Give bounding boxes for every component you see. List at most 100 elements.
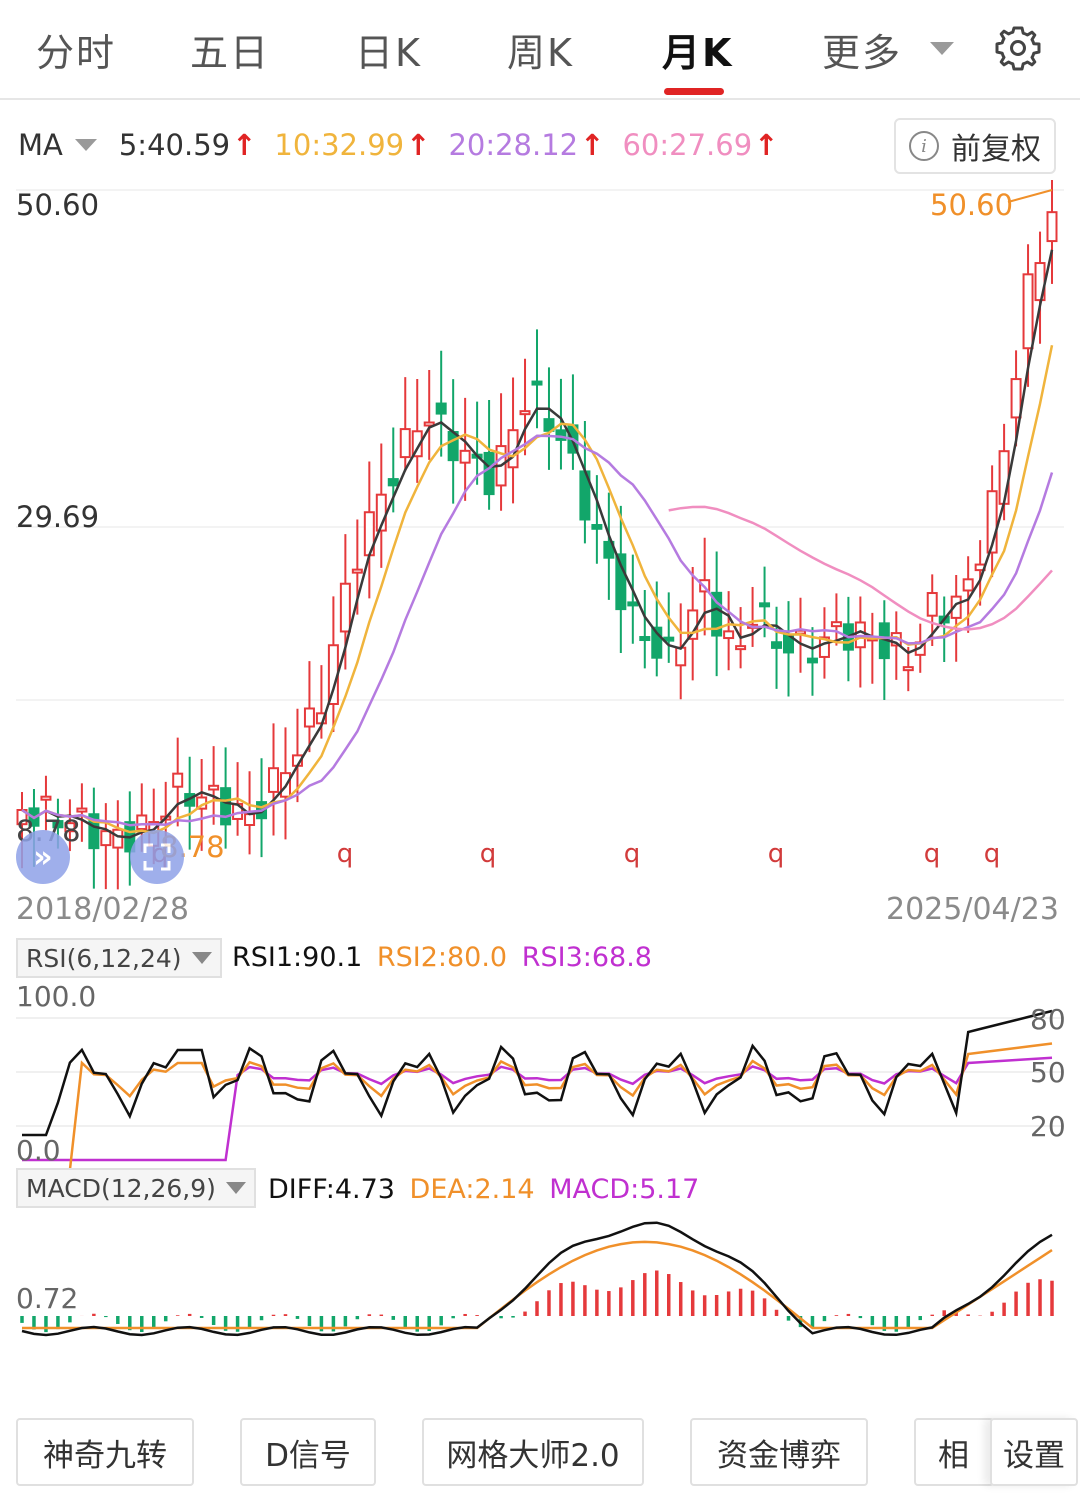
- nine-turn-signal-mark: q: [924, 839, 941, 869]
- rsi3-value: RSI3:68.8: [521, 942, 652, 973]
- candle-up: [926, 592, 938, 617]
- ma60-line: [668, 505, 1053, 631]
- candle-up: [723, 630, 735, 640]
- chevron-down-icon: [225, 1182, 246, 1194]
- info-icon: i: [909, 131, 939, 161]
- candle-down: [639, 636, 651, 642]
- candle-down: [651, 626, 663, 659]
- macd-indicator-selector[interactable]: MACD(12,26,9): [16, 1168, 256, 1208]
- candle-down: [435, 402, 447, 415]
- tab-weekly-k[interactable]: 周K: [507, 31, 574, 75]
- rsi-indicator-selector[interactable]: RSI(6,12,24): [16, 938, 222, 978]
- end-date-label: 2025/04/23: [886, 892, 1059, 927]
- candle-down: [387, 478, 399, 487]
- candle-down: [531, 380, 543, 386]
- rsi1-line: [22, 1009, 1053, 1137]
- chevron-down-icon[interactable]: [74, 139, 97, 151]
- gear-icon[interactable]: [994, 24, 1042, 72]
- candle-down: [447, 431, 459, 462]
- candle-up: [950, 595, 962, 619]
- nine-turn-signal-mark: q: [624, 839, 641, 869]
- ma20-line: [21, 434, 1054, 827]
- candle-down: [627, 601, 639, 607]
- ma-selector-label[interactable]: MA: [18, 128, 63, 162]
- candle-up: [76, 807, 88, 813]
- candle-up: [172, 772, 184, 788]
- candle-down: [483, 451, 495, 496]
- candle-up: [244, 813, 256, 827]
- rsi2-line: [22, 1042, 1053, 1170]
- double-chevron-icon[interactable]: »: [16, 830, 70, 884]
- chevron-down-icon[interactable]: [930, 42, 954, 55]
- start-date-label: 2018/02/28: [16, 892, 189, 927]
- candle-up: [136, 814, 148, 831]
- rsi-axis-bottom: 0.0: [16, 1134, 61, 1167]
- candle-up: [208, 784, 220, 791]
- tab-five-day[interactable]: 五日: [190, 31, 271, 75]
- candle-down: [663, 636, 675, 642]
- candle-up: [902, 666, 914, 672]
- candle-up: [519, 410, 531, 416]
- rsi1-value: RSI1:90.1: [232, 942, 363, 973]
- candle-down: [771, 641, 783, 649]
- fund-game-button[interactable]: 资金博弈: [690, 1418, 868, 1486]
- d-signal-button[interactable]: D信号: [240, 1418, 376, 1486]
- price-adjust-button[interactable]: i 前复权: [894, 118, 1056, 174]
- rsi-values: RSI1:90.1 RSI2:80.0 RSI3:68.8: [232, 942, 652, 973]
- chevron-down-icon: [191, 952, 212, 964]
- candle-up: [100, 830, 112, 847]
- candle-down: [555, 429, 567, 441]
- price-mid-label: 29.69: [16, 500, 100, 534]
- macd-axis-label: 0.72: [16, 1282, 79, 1315]
- tab-monthly-k[interactable]: 月K: [662, 31, 734, 75]
- tab-more[interactable]: 更多: [822, 31, 903, 75]
- candle-down: [615, 553, 627, 611]
- candle-down: [220, 787, 232, 826]
- candle-up: [399, 428, 411, 459]
- candle-up: [459, 449, 471, 464]
- candle-up: [818, 636, 830, 658]
- rsi3-line: [22, 1056, 1053, 1162]
- candle-down: [52, 820, 64, 829]
- rsi-chart[interactable]: [0, 980, 1080, 1170]
- active-tab-indicator: [664, 88, 724, 95]
- settings-button[interactable]: 设置: [990, 1418, 1078, 1486]
- candle-up: [1046, 211, 1058, 243]
- macd-chart[interactable]: [0, 1206, 1080, 1406]
- candle-down: [88, 813, 100, 850]
- candle-up: [423, 421, 435, 427]
- candle-up: [735, 645, 747, 651]
- candle-up: [40, 795, 52, 801]
- expand-icon[interactable]: [130, 830, 184, 884]
- monthly-kline-chart[interactable]: qqqqqqq: [0, 180, 1080, 890]
- grid-master-button[interactable]: 网格大师2.0: [422, 1418, 644, 1486]
- nine-turn-signal-mark: q: [768, 839, 785, 869]
- magic-nine-turn-button[interactable]: 神奇九转: [16, 1418, 194, 1486]
- macd-diff-value: DIFF:4.73: [268, 1174, 395, 1205]
- tab-intraday[interactable]: 分时: [36, 31, 117, 75]
- latest-high-tag: 50.60: [930, 188, 1014, 222]
- high-tag-leader: [1007, 189, 1053, 203]
- candle-up: [830, 621, 842, 628]
- candle-down: [759, 602, 771, 608]
- ma10-value: 10:32.99↑: [274, 128, 431, 162]
- candle-down: [543, 418, 555, 432]
- candle-up: [303, 707, 315, 728]
- candle-up: [1010, 378, 1022, 419]
- candle-down: [711, 591, 723, 637]
- rsi-selector-label: RSI(6,12,24): [26, 943, 182, 973]
- tab-daily-k[interactable]: 日K: [355, 31, 422, 75]
- candle-up: [1022, 273, 1034, 350]
- macd-hist-value: MACD:5.17: [549, 1174, 700, 1205]
- candle-down: [806, 657, 818, 664]
- partial-tool-button[interactable]: 相: [914, 1418, 994, 1486]
- rsi-axis-top: 100.0: [16, 980, 97, 1013]
- candle-down: [591, 524, 603, 530]
- indicator-tool-bar: 神奇九转 D信号 网格大师2.0 资金博弈 相 设置: [0, 1412, 1080, 1502]
- nine-turn-signal-mark: q: [984, 839, 1001, 869]
- candle-up: [411, 430, 423, 458]
- ma60-value: 60:27.69↑: [622, 128, 779, 162]
- ma5-value: 5:40.59↑: [118, 128, 257, 162]
- macd-values: DIFF:4.73 DEA:2.14 MACD:5.17: [268, 1174, 699, 1205]
- rsi-level-20: 20: [1030, 1110, 1066, 1143]
